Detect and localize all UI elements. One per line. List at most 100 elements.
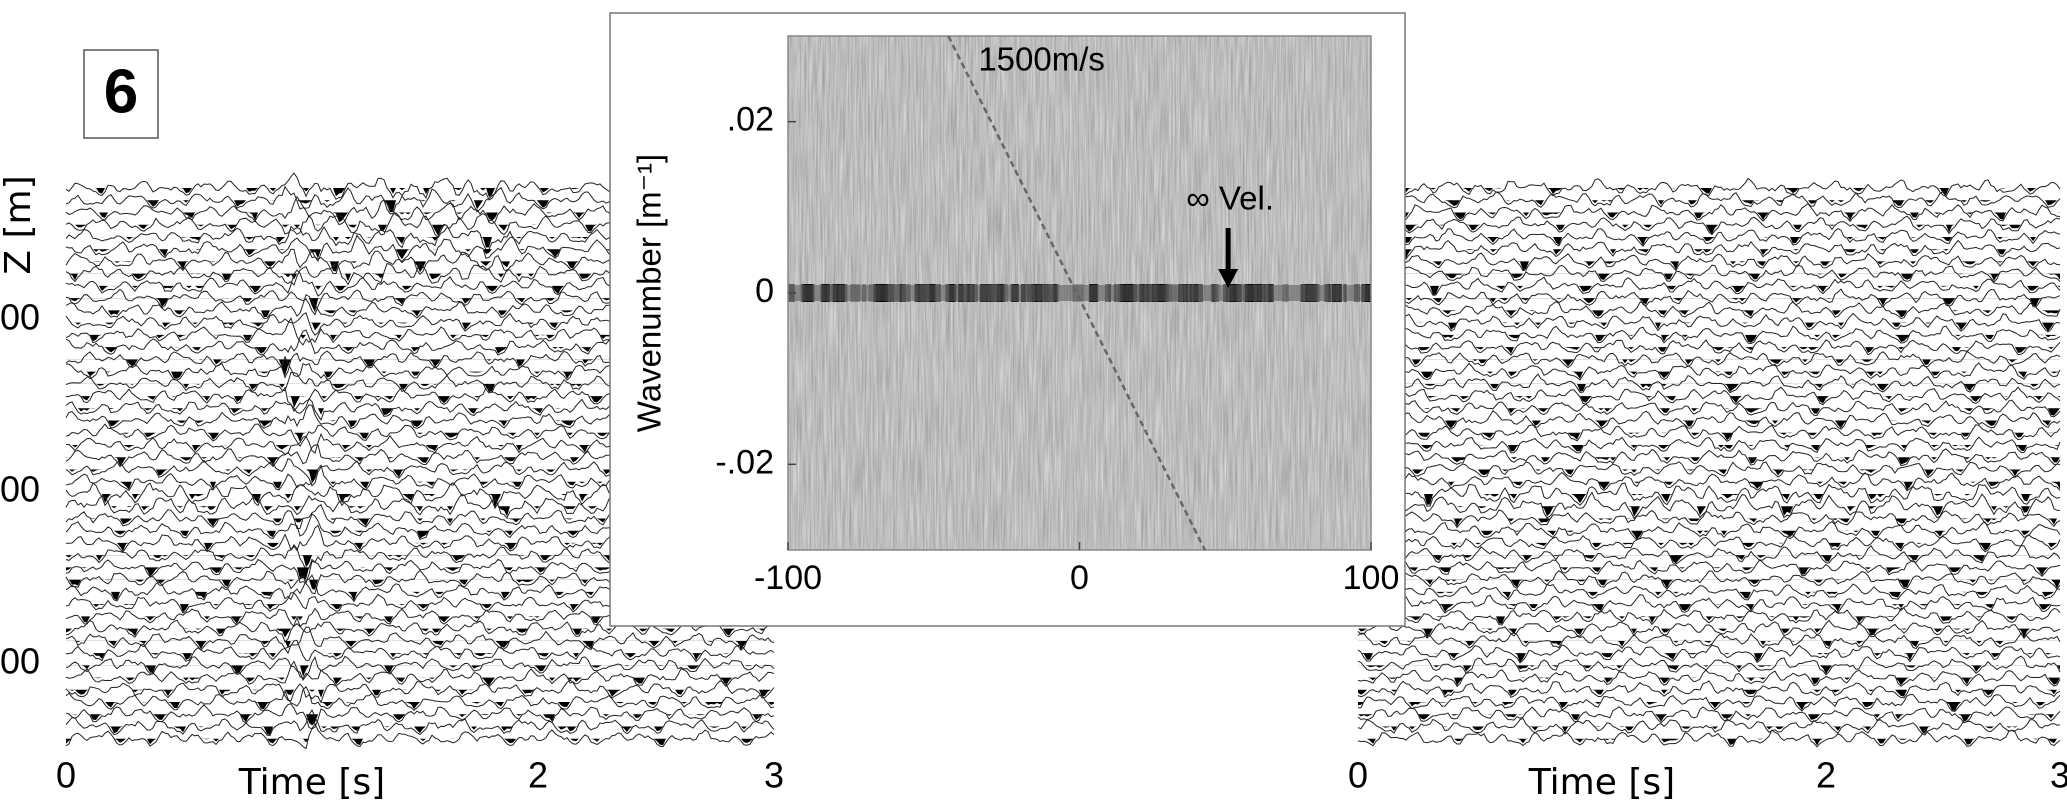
wiggle-fill bbox=[1358, 334, 2060, 343]
wiggle-trace bbox=[1357, 300, 2061, 320]
wiggle-fill bbox=[1358, 604, 2060, 613]
x-tick-label: 0 bbox=[1070, 559, 1089, 597]
wiggle-trace bbox=[1357, 228, 2061, 247]
panel-label: 6 bbox=[104, 57, 138, 126]
wiggle-trace bbox=[1357, 558, 2061, 578]
wiggle-trace bbox=[1357, 728, 2061, 748]
wiggle-trace bbox=[1357, 339, 2061, 356]
velocity-label: 1500m/s bbox=[978, 41, 1105, 78]
wiggle-fill bbox=[66, 506, 774, 517]
wiggle-trace bbox=[1357, 264, 2061, 283]
wiggle-fill bbox=[1358, 445, 2060, 452]
wiggle-trace bbox=[1357, 436, 2061, 454]
wiggle-trace bbox=[1357, 491, 2061, 520]
x-tick-label: 100 bbox=[1343, 559, 1400, 597]
wiggle-fill bbox=[1358, 396, 2060, 404]
wiggle-fill bbox=[66, 273, 774, 282]
wiggle-fill bbox=[1358, 188, 2060, 196]
wiggle-trace bbox=[1357, 481, 2061, 507]
wiggle-fill bbox=[1358, 738, 2060, 746]
wiggle-fill bbox=[66, 542, 774, 552]
annotation-text: ∞ Vel. bbox=[1186, 180, 1274, 217]
arrow-head bbox=[1218, 269, 1239, 288]
x-axis-label: Time [s] bbox=[1528, 762, 1675, 803]
wiggle-fill bbox=[1358, 347, 2060, 354]
wiggle-trace bbox=[1357, 350, 2061, 369]
y-tick-label: 00 bbox=[0, 297, 40, 338]
x-tick-label: 3 bbox=[2050, 755, 2067, 796]
wiggle-trace bbox=[1357, 215, 2061, 236]
wiggle-fill bbox=[1358, 249, 2060, 259]
wiggle-trace bbox=[1357, 252, 2060, 272]
wiggle-fill bbox=[66, 726, 774, 735]
panel-label-box bbox=[83, 49, 159, 139]
wiggle-trace bbox=[1357, 534, 2061, 553]
wiggle-fill bbox=[66, 518, 774, 527]
wiggle-trace bbox=[1357, 680, 2061, 699]
wiggle-fill bbox=[1358, 714, 2060, 722]
wiggle-trace bbox=[65, 708, 775, 737]
wiggle-fill bbox=[1358, 200, 2060, 206]
wiggle-fill bbox=[1358, 726, 2060, 734]
y-axis-label: Wavenumber [m⁻¹] bbox=[631, 154, 668, 432]
wiggle-fill bbox=[1358, 518, 2060, 527]
wiggle-fill bbox=[66, 285, 774, 295]
wiggle-fill bbox=[66, 457, 774, 467]
x-tick-label: 2 bbox=[1816, 755, 1836, 796]
wiggle-fill bbox=[1358, 224, 2060, 235]
y-tick-label: 00 bbox=[0, 469, 40, 510]
wiggle-trace bbox=[1357, 545, 2061, 565]
wiggle-trace bbox=[65, 655, 775, 682]
wiggle-trace bbox=[1357, 448, 2061, 466]
wiggle-fill bbox=[1358, 457, 2060, 465]
wiggle-trace bbox=[1357, 583, 2060, 601]
wiggle-fill bbox=[66, 604, 774, 613]
wiggle-trace bbox=[1357, 471, 2061, 492]
wiggle-fill bbox=[1358, 579, 2060, 589]
y-tick-label: 00 bbox=[0, 641, 40, 682]
wiggle-fill bbox=[1358, 689, 2060, 697]
wiggle-trace bbox=[65, 626, 775, 655]
wiggle-trace bbox=[1357, 275, 2061, 296]
x-tick-label: 0 bbox=[1348, 755, 1368, 796]
wiggle-trace bbox=[1357, 509, 2061, 529]
wiggle-fill bbox=[66, 396, 774, 408]
wiggle-trace bbox=[1357, 669, 2061, 688]
wiggle-fill bbox=[66, 689, 774, 698]
wiggle-trace bbox=[1357, 386, 2061, 406]
wiggle-fill bbox=[1358, 383, 2060, 392]
wiggle-fill bbox=[1358, 616, 2060, 624]
x-tick-label: -100 bbox=[754, 559, 822, 597]
wiggle-fill bbox=[66, 628, 774, 638]
wiggle-trace bbox=[1357, 607, 2061, 626]
wiggle-fill bbox=[66, 530, 774, 539]
wiggle-fill bbox=[66, 359, 774, 376]
y-tick-label: -.02 bbox=[715, 443, 774, 481]
wiggle-trace bbox=[1357, 619, 2061, 640]
wiggle-fill bbox=[1358, 542, 2060, 551]
wiggle-fill bbox=[1358, 432, 2060, 441]
wiggle-trace bbox=[1357, 644, 2061, 664]
wiggle-fill bbox=[1358, 493, 2060, 505]
wiggle-fill bbox=[1358, 310, 2060, 318]
wiggle-trace bbox=[1357, 312, 2061, 333]
wiggle-trace bbox=[1357, 373, 2061, 394]
wiggle-trace bbox=[1358, 460, 2061, 479]
wiggle-trace bbox=[1357, 631, 2061, 650]
wiggle-trace bbox=[1357, 362, 2061, 381]
wiggle-trace bbox=[1357, 239, 2061, 260]
wiggle-trace bbox=[1357, 202, 2061, 223]
y-tick-label: .02 bbox=[727, 101, 774, 139]
wiggle-fill bbox=[66, 493, 774, 508]
fk-spectrum bbox=[788, 36, 1371, 550]
wiggle-trace bbox=[65, 722, 775, 750]
wiggle-trace bbox=[1357, 409, 2061, 430]
wiggle-fill bbox=[66, 640, 774, 650]
wiggle-trace bbox=[1357, 655, 2061, 676]
wiggle-trace bbox=[1357, 424, 2061, 442]
wiggle-trace bbox=[1357, 325, 2061, 345]
wiggle-trace bbox=[1357, 521, 2061, 541]
wiggle-panel bbox=[1357, 177, 2061, 748]
